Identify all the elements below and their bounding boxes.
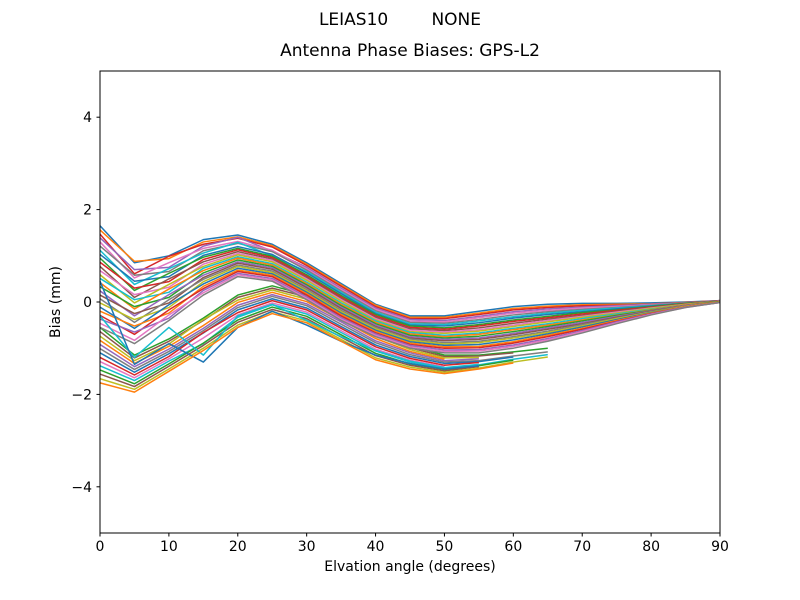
series-line: [99, 293, 479, 368]
series-line: [99, 240, 721, 323]
y-tick-label: −2: [71, 387, 92, 403]
y-tick-label: 4: [83, 110, 92, 126]
x-axis-label: Elvation angle (degrees): [324, 559, 496, 575]
axes-title: Antenna Phase Biases: GPS-L2: [280, 41, 540, 61]
series-line: [99, 254, 721, 335]
series-line: [99, 252, 721, 333]
x-tick-label: 80: [642, 539, 660, 555]
series-line: [99, 262, 721, 342]
series-line: [99, 255, 721, 337]
x-tick-label: 20: [229, 539, 247, 555]
series-line: [99, 249, 721, 331]
series-line: [99, 269, 721, 348]
x-tick-label: 30: [298, 539, 316, 555]
x-tick-label: 70: [573, 539, 591, 555]
series-line: [99, 236, 721, 322]
series-line: [99, 308, 479, 388]
series-line: [99, 291, 445, 365]
series-line: [99, 295, 548, 371]
x-tick-label: 60: [504, 539, 522, 555]
series-line: [99, 261, 721, 341]
series-line: [99, 312, 514, 393]
figure-title: LEIAS10 NONE: [318, 10, 482, 30]
series-line: [99, 299, 479, 376]
x-tick-label: 0: [96, 539, 105, 555]
series-line: [99, 275, 721, 354]
series-line: [99, 298, 514, 373]
x-tick-label: 40: [367, 539, 385, 555]
series-line: [99, 302, 445, 379]
series-line: [99, 310, 548, 391]
series-line: [99, 272, 721, 351]
series-line: [99, 303, 479, 369]
y-tick-label: −4: [71, 480, 92, 496]
series-line: [99, 273, 721, 353]
series-line: [99, 267, 721, 347]
series-line: [99, 250, 721, 332]
series-line: [99, 245, 721, 327]
x-tick-label: 50: [436, 539, 454, 555]
y-tick-label: 0: [83, 295, 92, 311]
series-line: [99, 265, 721, 345]
series-line: [99, 225, 721, 317]
x-tick-label: 10: [160, 539, 178, 555]
x-tick-label: 90: [711, 539, 729, 555]
y-axis-label-text: Bias (mm): [48, 265, 64, 339]
series-line: [99, 229, 721, 318]
y-tick-label: 2: [83, 203, 92, 219]
series-line: [99, 259, 721, 339]
series-line: [99, 241, 721, 326]
